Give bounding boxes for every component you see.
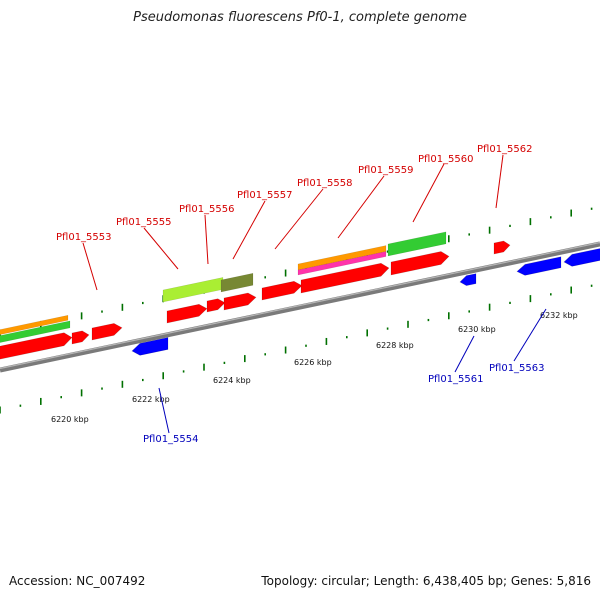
gene-arrow-pfl01-5559 — [300, 262, 390, 294]
forward-gene-labels: Pfl01_5553 Pfl01_5555 Pfl01_5556 Pfl01_5… — [56, 144, 533, 291]
leader-line-5562 — [495, 154, 504, 209]
leader-line-5561 — [454, 335, 475, 373]
gene-arrow-pfl01-5555 — [166, 303, 208, 324]
gene-label-pfl01-5556[interactable]: Pfl01_5556 — [179, 204, 235, 215]
leader-line-5556 — [204, 214, 209, 265]
genome-title: Pseudomonas fluorescens Pf0-1, complete … — [133, 10, 467, 25]
leader-line-5563 — [513, 308, 547, 362]
gene-arrow-pfl01-5558 — [261, 280, 303, 301]
gene-label-pfl01-5560[interactable]: Pfl01_5560 — [418, 154, 474, 165]
gene-arrow-pfl01-5554 — [131, 337, 169, 356]
gene-arrow-pfl01-5561 — [459, 273, 477, 286]
feature-bar-green-1 — [0, 320, 71, 343]
genome-backbone-highlight — [0, 241, 600, 370]
gene-arrow-pfl01-5553 — [71, 330, 90, 345]
scale-label-6220: 6220 kbp — [51, 415, 89, 424]
gene-label-pfl01-5561[interactable]: Pfl01_5561 — [428, 374, 484, 385]
gene-arrow-pfl01-5557 — [223, 292, 257, 311]
gene-label-pfl01-5554[interactable]: Pfl01_5554 — [143, 434, 199, 445]
reverse-gene-labels: Pfl01_5554 Pfl01_5561 Pfl01_5563 — [143, 308, 547, 445]
gene-arrow-pfl01-5555-a — [91, 323, 123, 341]
scale-label-6226: 6226 kbp — [294, 358, 332, 367]
feature-bar-magenta-1 — [297, 251, 387, 276]
scale-label-6230: 6230 kbp — [458, 325, 496, 334]
leader-line-5554 — [158, 387, 170, 434]
gene-label-pfl01-5559[interactable]: Pfl01_5559 — [358, 165, 414, 176]
feature-bar-lime-1 — [162, 277, 224, 303]
gene-label-pfl01-5557[interactable]: Pfl01_5557 — [237, 190, 293, 201]
scale-label-6232: 6232 kbp — [540, 311, 578, 320]
gene-arrow-pfl01-5560 — [390, 251, 450, 276]
leader-line-5560 — [412, 163, 445, 223]
genome-summary-text: Topology: circular; Length: 6,438,405 bp… — [261, 574, 591, 588]
feature-bar-green-2 — [387, 231, 447, 257]
gene-label-pfl01-5562[interactable]: Pfl01_5562 — [477, 144, 533, 155]
gene-label-pfl01-5558[interactable]: Pfl01_5558 — [297, 178, 353, 189]
leader-line-5559 — [337, 175, 385, 239]
forward-scale-ticks — [0, 207, 593, 337]
scale-label-6222: 6222 kbp — [132, 395, 170, 404]
leader-line-5558 — [274, 188, 324, 250]
gene-label-pfl01-5555[interactable]: Pfl01_5555 — [116, 217, 172, 228]
feature-bar-olive-1 — [220, 272, 254, 293]
scale-label-6224: 6224 kbp — [213, 376, 251, 385]
gene-arrow-pfl01-5562 — [493, 240, 511, 255]
genome-backbone — [0, 241, 600, 373]
gene-arrow-pfl01-5553-part — [0, 332, 73, 360]
gene-label-pfl01-5563[interactable]: Pfl01_5563 — [489, 363, 545, 374]
gene-arrow-pfl01-5563-a — [516, 256, 562, 276]
leader-line-5555 — [143, 227, 179, 270]
gene-arrow-pfl01-5556 — [206, 298, 226, 313]
leader-line-5553 — [82, 242, 98, 291]
feature-bar-orange-1 — [0, 314, 69, 335]
scale-label-6228: 6228 kbp — [376, 341, 414, 350]
gene-arrow-pfl01-5563-b — [563, 248, 600, 267]
accession-text: Accession: NC_007492 — [9, 574, 146, 588]
leader-line-5557 — [232, 200, 266, 260]
gene-label-pfl01-5553[interactable]: Pfl01_5553 — [56, 232, 112, 243]
reverse-scale-ticks — [0, 284, 593, 414]
